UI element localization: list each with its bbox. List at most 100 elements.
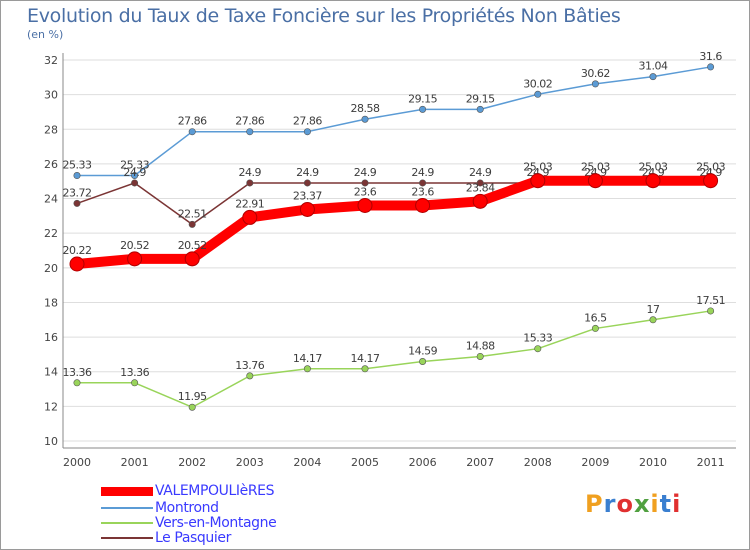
data-label-vers-en-montagne: 14.59 xyxy=(408,345,437,358)
y-tick-label: 20 xyxy=(44,262,58,275)
data-point-valempouli-res xyxy=(184,251,200,267)
y-tick-label: 32 xyxy=(44,54,58,67)
data-label-valempouli-res: 20.52 xyxy=(178,239,207,252)
y-tick-label: 12 xyxy=(44,400,58,413)
x-tick-label: 2006 xyxy=(409,456,437,469)
data-point-valempouli-res xyxy=(127,251,143,267)
x-tick-label: 2007 xyxy=(466,456,494,469)
data-point-montrond xyxy=(188,128,196,136)
data-point-montrond xyxy=(649,73,657,81)
data-label-vers-en-montagne: 17 xyxy=(647,303,660,316)
data-label-valempouli-res: 25.03 xyxy=(581,161,610,174)
logo-letter: i xyxy=(672,490,682,518)
data-label-valempouli-res: 25.03 xyxy=(523,161,552,174)
data-label-valempouli-res: 23.6 xyxy=(411,185,434,198)
data-point-montrond xyxy=(534,90,542,98)
data-label-montrond: 30.62 xyxy=(581,67,610,80)
proxiti-logo: Proxiti xyxy=(585,490,681,518)
x-tick-label: 2003 xyxy=(236,456,264,469)
data-label-montrond: 25.33 xyxy=(120,159,149,172)
data-point-vers-en-montagne xyxy=(476,352,484,360)
data-point-le-pasquier xyxy=(73,199,81,207)
legend-label: Le Pasquier xyxy=(155,530,231,546)
legend-swatch-valempoulieres xyxy=(101,486,153,496)
data-label-vers-en-montagne: 13.36 xyxy=(63,366,92,379)
y-tick-label: 16 xyxy=(44,331,58,344)
series-line-valempouli-res xyxy=(72,175,716,270)
data-label-vers-en-montagne: 17.51 xyxy=(696,294,725,307)
logo-letter: r xyxy=(603,490,617,518)
data-point-valempouli-res xyxy=(472,193,488,209)
y-tick-label: 30 xyxy=(44,89,58,102)
data-label-montrond: 29.15 xyxy=(466,92,495,105)
data-label-valempouli-res: 25.03 xyxy=(696,161,725,174)
data-point-le-pasquier xyxy=(188,220,196,228)
data-point-le-pasquier xyxy=(131,179,139,187)
data-label-montrond: 25.33 xyxy=(63,159,92,172)
data-point-valempouli-res xyxy=(242,209,258,225)
data-point-valempouli-res xyxy=(69,256,85,272)
data-point-vers-en-montagne xyxy=(188,403,196,411)
data-point-montrond xyxy=(419,105,427,113)
chart-title: Evolution du Taux de Taxe Foncière sur l… xyxy=(27,5,621,27)
data-label-valempouli-res: 25.03 xyxy=(639,161,668,174)
data-point-le-pasquier xyxy=(361,179,369,187)
data-label-montrond: 27.86 xyxy=(293,115,322,128)
x-tick-label: 2009 xyxy=(581,456,609,469)
data-label-le-pasquier: 24.9 xyxy=(469,166,492,179)
y-axis-unit: (en %) xyxy=(27,28,64,41)
y-tick-label: 18 xyxy=(44,296,58,309)
y-tick-label: 26 xyxy=(44,158,58,171)
data-point-vers-en-montagne xyxy=(649,316,657,324)
data-point-montrond xyxy=(707,63,715,71)
data-label-vers-en-montagne: 15.33 xyxy=(523,332,552,345)
data-point-vers-en-montagne xyxy=(131,379,139,387)
data-label-vers-en-montagne: 13.76 xyxy=(235,359,264,372)
legend-swatch-vers-en-montagne xyxy=(101,522,153,524)
data-point-vers-en-montagne xyxy=(707,307,715,315)
legend-label: Montrond xyxy=(155,500,219,516)
data-label-montrond: 31.04 xyxy=(639,60,668,73)
legend-label: Vers-en-Montagne xyxy=(155,515,277,531)
x-tick-label: 2002 xyxy=(178,456,206,469)
data-point-valempouli-res xyxy=(357,197,373,213)
data-label-le-pasquier: 24.9 xyxy=(354,166,377,179)
legend-item-vers-en-montagne: Vers-en-Montagne xyxy=(101,515,277,531)
data-label-vers-en-montagne: 14.88 xyxy=(466,339,495,352)
legend-label: VALEMPOULIèRES xyxy=(155,483,275,499)
legend-item-montrond: Montrond xyxy=(101,500,219,516)
x-tick-label: 2001 xyxy=(121,456,149,469)
data-label-montrond: 27.86 xyxy=(178,115,207,128)
data-point-vers-en-montagne xyxy=(534,345,542,353)
data-label-le-pasquier: 23.72 xyxy=(63,186,92,199)
data-point-montrond xyxy=(591,80,599,88)
data-label-le-pasquier: 24.9 xyxy=(123,166,146,179)
data-label-valempouli-res: 23.37 xyxy=(293,189,322,202)
data-point-montrond xyxy=(73,172,81,180)
data-label-montrond: 31.6 xyxy=(699,50,722,63)
data-label-vers-en-montagne: 14.17 xyxy=(351,352,380,365)
data-label-valempouli-res: 22.91 xyxy=(235,197,264,210)
data-label-montrond: 30.02 xyxy=(523,77,552,90)
x-tick-label: 2010 xyxy=(639,456,667,469)
data-point-vers-en-montagne xyxy=(591,324,599,332)
data-point-vers-en-montagne xyxy=(361,365,369,373)
data-label-vers-en-montagne: 14.17 xyxy=(293,352,322,365)
legend-swatch-montrond xyxy=(101,507,153,509)
data-point-valempouli-res xyxy=(530,173,546,189)
data-point-le-pasquier xyxy=(303,179,311,187)
y-tick-label: 10 xyxy=(44,435,58,448)
data-point-valempouli-res xyxy=(415,197,431,213)
data-label-montrond: 28.58 xyxy=(351,102,380,115)
data-point-montrond xyxy=(361,115,369,123)
legend-item-valempoulieres: VALEMPOULIèRES xyxy=(101,483,275,499)
data-point-montrond xyxy=(303,128,311,136)
data-label-vers-en-montagne: 16.5 xyxy=(584,311,607,324)
data-point-montrond xyxy=(476,105,484,113)
data-point-le-pasquier xyxy=(246,179,254,187)
logo-letter: P xyxy=(585,490,604,518)
series-line-montrond xyxy=(76,66,712,177)
data-label-valempouli-res: 23.84 xyxy=(466,181,495,194)
data-point-valempouli-res xyxy=(703,173,719,189)
